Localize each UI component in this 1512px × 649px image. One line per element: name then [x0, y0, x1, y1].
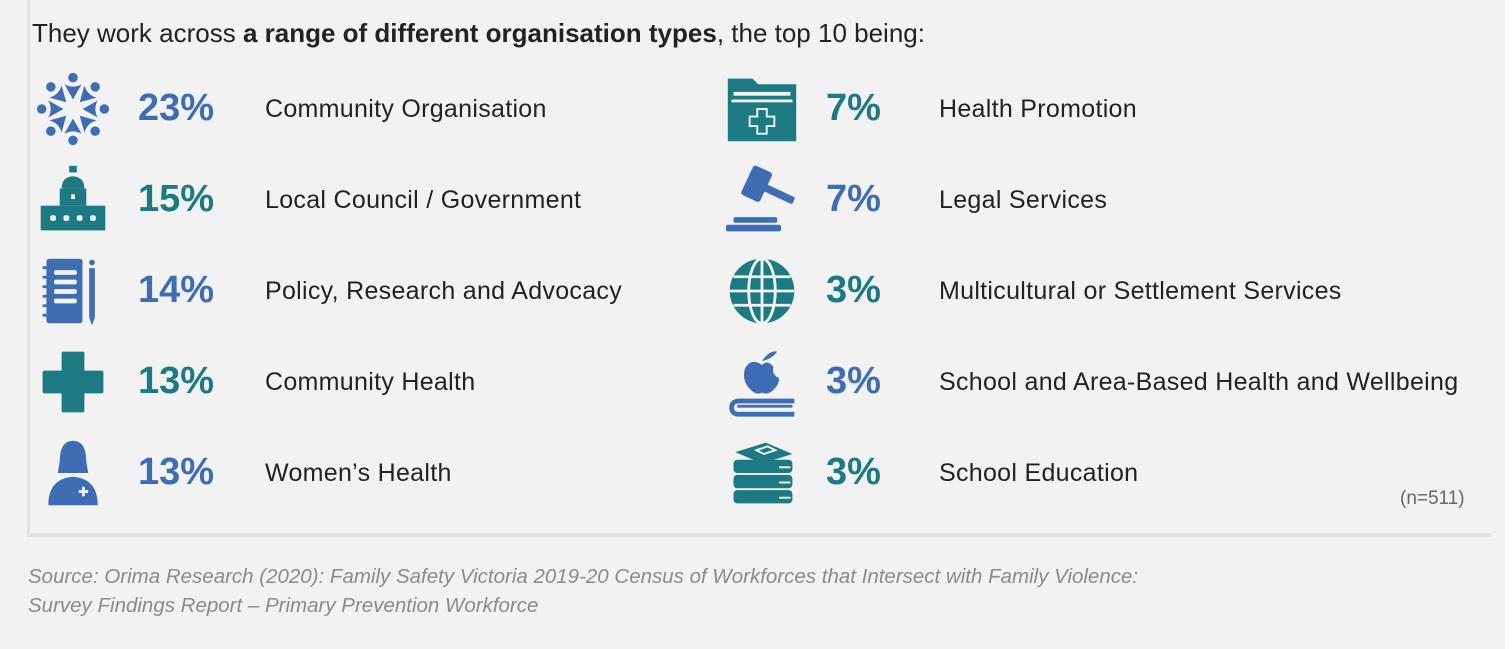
- source-line-1: Source: Orima Research (2020): Family Sa…: [28, 565, 1139, 588]
- medical-cross-icon: [33, 342, 113, 422]
- organisation-type-label: School Education: [939, 459, 1139, 487]
- percentage-value: 15%: [138, 178, 215, 220]
- government-building-icon: [33, 160, 113, 240]
- organisation-type-label: Community Organisation: [265, 95, 547, 123]
- organisation-type-label: Women’s Health: [265, 459, 452, 487]
- infographic-title: They work across a range of different or…: [32, 18, 925, 49]
- organisation-type-label: School and Area-Based Health and Wellbei…: [939, 368, 1459, 396]
- title-prefix: They work across: [32, 18, 243, 48]
- globe-icon: [722, 251, 802, 331]
- apple-book-icon: [722, 342, 802, 422]
- percentage-value: 14%: [138, 269, 215, 311]
- notebook-pen-icon: [33, 251, 113, 331]
- organisation-type-label: Multicultural or Settlement Services: [939, 277, 1342, 305]
- source-line-2: Survey Findings Report – Primary Prevent…: [28, 594, 539, 617]
- organisation-type-label: Legal Services: [939, 186, 1108, 214]
- percentage-value: 3%: [826, 269, 881, 311]
- female-nurse-icon: [33, 433, 113, 513]
- percentage-value: 3%: [826, 360, 881, 402]
- people-circle-icon: [33, 69, 113, 149]
- organisation-type-label: Policy, Research and Advocacy: [265, 277, 623, 305]
- percentage-value: 23%: [138, 87, 215, 129]
- sample-size: (n=511): [1400, 488, 1465, 509]
- organisation-type-label: Community Health: [265, 368, 476, 396]
- organisation-type-label: Health Promotion: [939, 95, 1137, 123]
- percentage-value: 13%: [138, 451, 215, 493]
- percentage-value: 3%: [826, 451, 881, 493]
- title-bold: a range of different organisation types: [242, 18, 717, 48]
- infographic-panel: [27, 0, 1491, 537]
- books-stack-icon: [722, 433, 802, 513]
- medical-folder-icon: [722, 69, 802, 149]
- title-suffix: , the top 10 being:: [716, 18, 925, 48]
- source-citation: Source: Orima Research (2020): Family Sa…: [28, 562, 1138, 620]
- gavel-icon: [722, 160, 802, 240]
- organisation-type-label: Local Council / Government: [265, 186, 582, 214]
- percentage-value: 7%: [826, 87, 881, 129]
- percentage-value: 13%: [138, 360, 215, 402]
- percentage-value: 7%: [826, 178, 881, 220]
